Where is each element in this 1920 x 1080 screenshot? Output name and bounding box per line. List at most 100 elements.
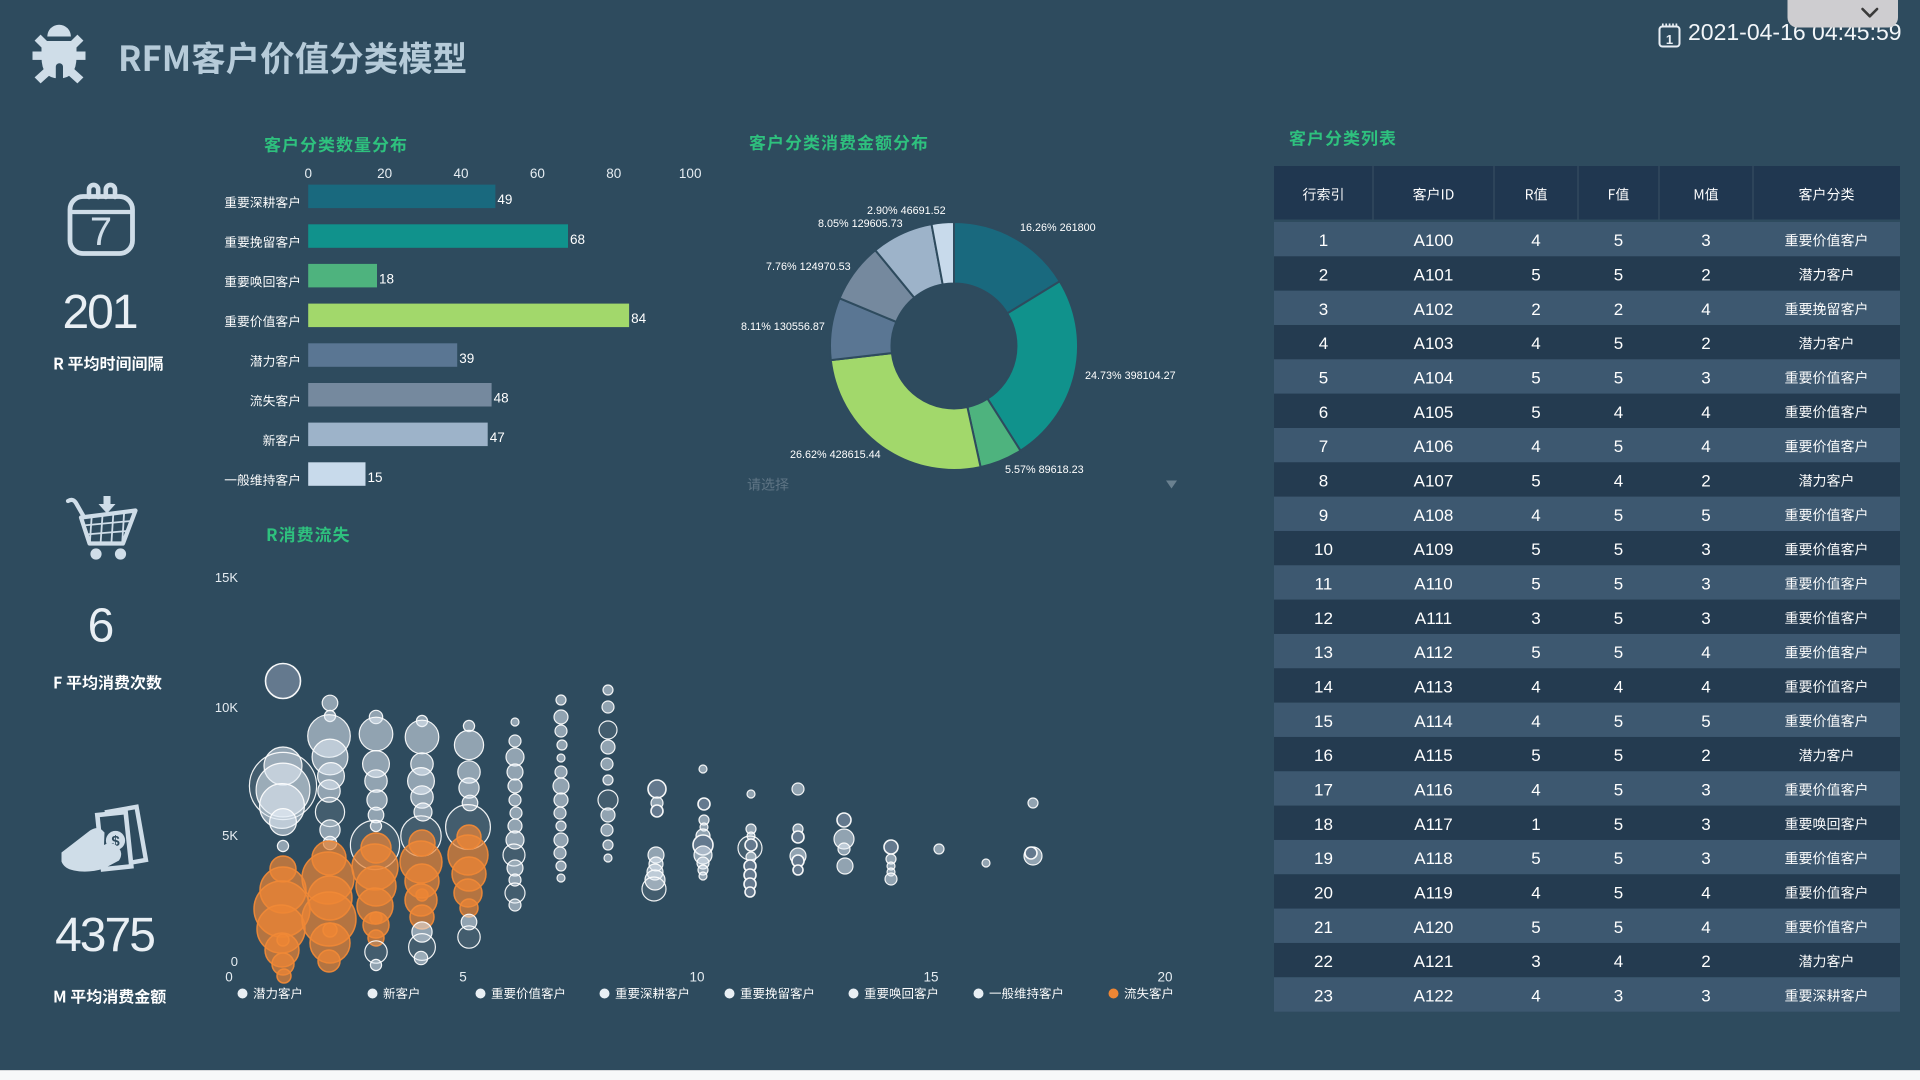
svg-text:A121: A121	[1414, 952, 1454, 971]
svg-text:2: 2	[1701, 952, 1710, 971]
svg-text:17: 17	[1314, 781, 1333, 800]
svg-text:0: 0	[225, 970, 233, 985]
svg-text:A111: A111	[1415, 609, 1452, 628]
svg-text:80: 80	[606, 166, 621, 181]
svg-text:3: 3	[1701, 609, 1710, 628]
svg-text:5: 5	[1614, 506, 1623, 525]
svg-text:2: 2	[1701, 334, 1710, 353]
svg-text:2: 2	[1319, 266, 1328, 285]
svg-text:40: 40	[453, 166, 468, 181]
svg-text:5: 5	[1319, 369, 1328, 388]
svg-text:20: 20	[1157, 970, 1172, 985]
svg-text:7: 7	[90, 210, 112, 254]
svg-text:13: 13	[1314, 643, 1333, 662]
svg-text:60: 60	[530, 166, 545, 181]
svg-text:49: 49	[497, 192, 512, 207]
svg-text:5: 5	[1531, 849, 1540, 868]
svg-text:A110: A110	[1414, 575, 1452, 594]
svg-text:A107: A107	[1414, 472, 1454, 491]
svg-text:A104: A104	[1414, 369, 1454, 388]
svg-text:8: 8	[1319, 472, 1328, 491]
svg-text:3: 3	[1701, 987, 1710, 1006]
svg-text:201: 201	[62, 286, 136, 339]
svg-text:3: 3	[1614, 987, 1623, 1006]
svg-text:4: 4	[1701, 678, 1710, 697]
svg-text:3: 3	[1701, 231, 1710, 250]
svg-text:5: 5	[1531, 746, 1540, 765]
svg-text:84: 84	[631, 311, 647, 326]
svg-text:2: 2	[1701, 266, 1710, 285]
svg-text:A114: A114	[1414, 712, 1452, 731]
svg-text:4: 4	[1614, 952, 1623, 971]
svg-text:3: 3	[1701, 815, 1710, 834]
svg-text:5: 5	[1614, 815, 1623, 834]
svg-text:A100: A100	[1414, 231, 1454, 250]
svg-text:4: 4	[1531, 334, 1540, 353]
svg-text:7: 7	[1319, 437, 1328, 456]
svg-text:1: 1	[1531, 815, 1540, 834]
svg-text:4: 4	[1531, 781, 1540, 800]
svg-text:A115: A115	[1414, 746, 1452, 765]
svg-text:5: 5	[1614, 231, 1623, 250]
svg-text:3: 3	[1531, 609, 1540, 628]
svg-text:2.90% 46691.52: 2.90% 46691.52	[867, 205, 946, 217]
svg-text:5: 5	[1531, 403, 1540, 422]
svg-text:A118: A118	[1414, 849, 1452, 868]
svg-text:4: 4	[1614, 678, 1623, 697]
svg-text:3: 3	[1701, 575, 1710, 594]
svg-text:14: 14	[1314, 678, 1333, 697]
svg-text:5: 5	[1614, 746, 1623, 765]
svg-text:5: 5	[459, 970, 467, 985]
svg-text:18: 18	[379, 271, 394, 286]
svg-text:5: 5	[1531, 575, 1540, 594]
svg-text:47: 47	[490, 430, 505, 445]
svg-text:5: 5	[1614, 575, 1623, 594]
svg-text:0: 0	[304, 166, 312, 181]
svg-text:5: 5	[1614, 884, 1623, 903]
svg-text:2: 2	[1614, 300, 1623, 319]
svg-text:5: 5	[1531, 643, 1540, 662]
svg-text:A117: A117	[1414, 815, 1452, 834]
svg-text:4: 4	[1701, 643, 1710, 662]
svg-text:1: 1	[1666, 32, 1673, 47]
svg-text:A102: A102	[1414, 300, 1454, 319]
svg-text:A106: A106	[1414, 437, 1454, 456]
svg-text:2: 2	[1701, 472, 1710, 491]
svg-text:4: 4	[1701, 437, 1710, 456]
svg-text:4: 4	[1614, 403, 1623, 422]
svg-text:11: 11	[1315, 575, 1333, 594]
svg-text:8.11% 130556.87: 8.11% 130556.87	[741, 321, 825, 333]
svg-text:5: 5	[1614, 609, 1623, 628]
svg-text:4: 4	[1531, 231, 1540, 250]
svg-text:3: 3	[1701, 781, 1710, 800]
svg-text:3: 3	[1531, 952, 1540, 971]
svg-text:10K: 10K	[215, 700, 238, 715]
svg-text:23: 23	[1314, 987, 1333, 1006]
svg-text:39: 39	[459, 351, 474, 366]
svg-text:5: 5	[1614, 540, 1623, 559]
svg-text:4: 4	[1531, 987, 1540, 1006]
svg-text:4: 4	[1701, 884, 1710, 903]
svg-text:4: 4	[1614, 472, 1623, 491]
svg-text:5: 5	[1531, 472, 1540, 491]
svg-text:5: 5	[1614, 712, 1623, 731]
svg-text:5: 5	[1531, 918, 1540, 937]
svg-text:4: 4	[1531, 437, 1540, 456]
svg-text:5: 5	[1614, 266, 1623, 285]
svg-text:A108: A108	[1414, 506, 1454, 525]
svg-text:2: 2	[1531, 300, 1540, 319]
svg-text:9: 9	[1319, 506, 1328, 525]
svg-text:20: 20	[1314, 884, 1333, 903]
svg-text:19: 19	[1314, 849, 1333, 868]
svg-text:A116: A116	[1414, 781, 1452, 800]
svg-text:5: 5	[1614, 643, 1623, 662]
svg-text:5: 5	[1614, 437, 1623, 456]
svg-text:18: 18	[1314, 815, 1333, 834]
svg-text:3: 3	[1701, 369, 1710, 388]
svg-text:4: 4	[1701, 403, 1710, 422]
svg-text:48: 48	[494, 391, 509, 406]
svg-text:5: 5	[1614, 369, 1623, 388]
svg-text:7.76% 124970.53: 7.76% 124970.53	[766, 261, 851, 273]
svg-text:5: 5	[1701, 712, 1710, 731]
svg-text:68: 68	[570, 232, 585, 247]
